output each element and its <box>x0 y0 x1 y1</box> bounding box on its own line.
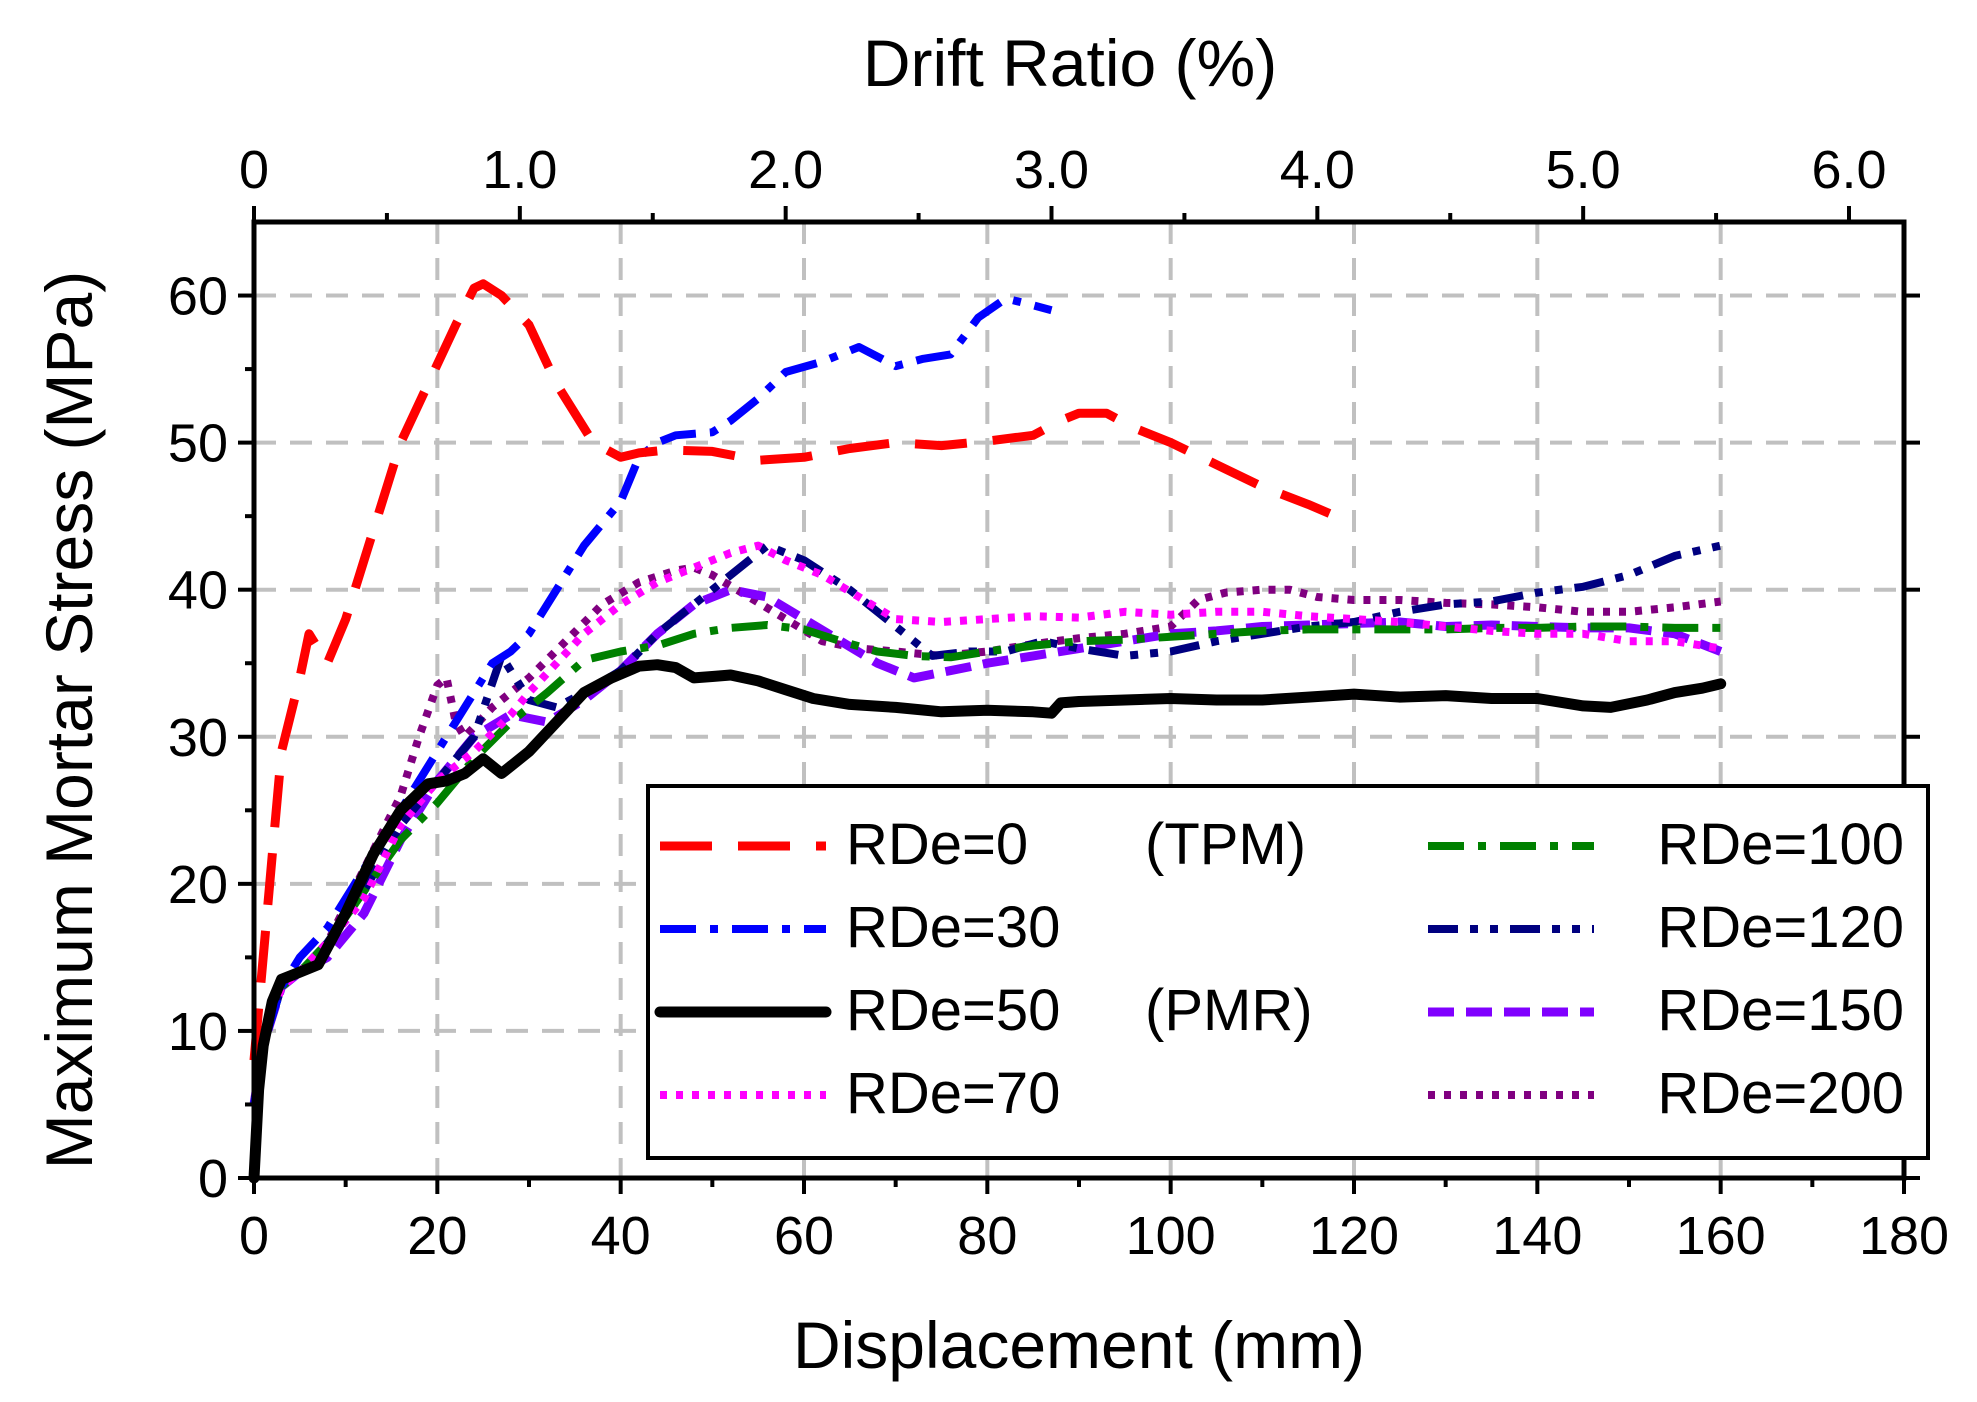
top-tick-label: 2.0 <box>748 140 823 200</box>
x-tick-label: 60 <box>774 1206 834 1266</box>
legend-label: RDe=0 <box>846 812 1028 877</box>
legend-label: RDe=100 <box>1657 812 1904 877</box>
x-tick-label: 160 <box>1676 1206 1766 1266</box>
y-axis-title: Maximum Mortar Stress (MPa) <box>32 271 106 1169</box>
legend-label: RDe=50 <box>846 978 1060 1043</box>
top-tick-label: 0 <box>239 140 269 200</box>
legend-box <box>646 784 1930 1160</box>
top-axis-title: Drift Ratio (%) <box>863 26 1277 100</box>
legend-label: RDe=200 <box>1657 1061 1904 1126</box>
top-tick-label: 4.0 <box>1280 140 1355 200</box>
x-tick-label: 80 <box>957 1206 1017 1266</box>
x-tick-label: 20 <box>407 1206 467 1266</box>
y-tick-label: 10 <box>168 1002 228 1062</box>
legend: RDe=0 (TPM) RDe=30 RDe=50 (PMR) RDe=70 RDe=100… <box>646 784 1930 1160</box>
legend-label: RDe=120 <box>1657 895 1904 960</box>
legend-suffix: (TPM) <box>1145 812 1306 877</box>
x-axis-title: Displacement (mm) <box>793 1308 1365 1382</box>
top-tick-label: 6.0 <box>1811 140 1886 200</box>
series-line-rde-50 <box>248 659 1727 1184</box>
legend-label: RDe=30 <box>846 895 1060 960</box>
y-tick-label: 50 <box>168 414 228 474</box>
top-tick-label: 1.0 <box>482 140 557 200</box>
legend-suffix: (PMR) <box>1145 978 1313 1043</box>
y-tick-label: 20 <box>168 855 228 915</box>
top-tick-label: 3.0 <box>1014 140 1089 200</box>
series-layer <box>248 279 1727 1184</box>
x-tick-label: 120 <box>1309 1206 1399 1266</box>
x-tick-label: 0 <box>239 1206 269 1266</box>
y-tick-label: 40 <box>168 561 228 621</box>
top-tick-label: 5.0 <box>1546 140 1621 200</box>
legend-label: RDe=70 <box>846 1061 1060 1126</box>
series-line-rde-120 <box>250 541 1722 1106</box>
x-tick-label: 140 <box>1492 1206 1582 1266</box>
x-tick-label: 180 <box>1859 1206 1949 1266</box>
y-tick-label: 60 <box>168 267 228 327</box>
legend-label: RDe=150 <box>1657 978 1904 1043</box>
y-tick-label: 30 <box>168 708 228 768</box>
y-tick-label: 0 <box>198 1149 228 1209</box>
series-line-rde-30 <box>250 294 1053 1106</box>
x-tick-label: 100 <box>1126 1206 1216 1266</box>
x-tick-label: 40 <box>591 1206 651 1266</box>
series-line-rde-0 <box>249 279 1338 1061</box>
